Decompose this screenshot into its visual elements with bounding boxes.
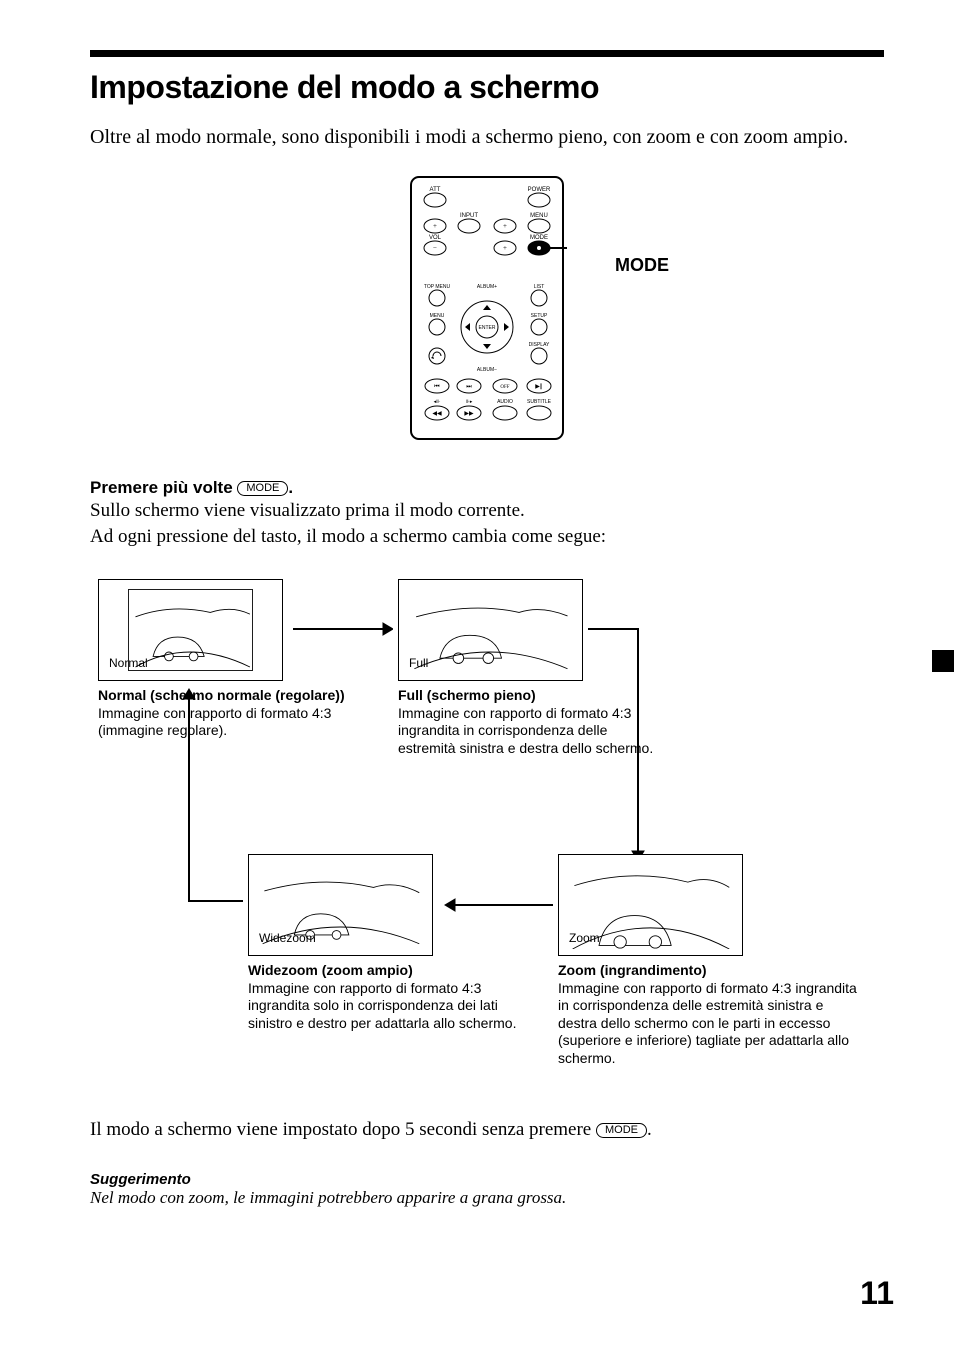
svg-text:ENTER: ENTER — [479, 325, 496, 331]
svg-text:MENU: MENU — [430, 313, 445, 319]
mode-widezoom: Widezoom Widezoom (zoom ampio) Immagine … — [248, 854, 538, 1032]
thumb-normal: Normal — [98, 579, 283, 681]
page-number: 11 — [860, 1275, 894, 1312]
caption-title-normal: Normal (schermo normale (regolare)) — [98, 687, 368, 705]
mode-callout: MODE — [615, 255, 669, 276]
caption-title-zoom: Zoom (ingrandimento) — [558, 962, 858, 980]
side-tab — [932, 650, 954, 672]
intro-text: Oltre al modo normale, sono disponibili … — [90, 124, 884, 151]
thumb-label-widezoom: Widezoom — [259, 931, 316, 945]
svg-text:ATT: ATT — [430, 187, 441, 193]
caption-body-full: Immagine con rapporto di formato 4:3 ing… — [398, 705, 668, 758]
svg-text:DISPLAY: DISPLAY — [529, 342, 550, 348]
mode-pill: MODE — [237, 481, 288, 496]
svg-text:MODE: MODE — [530, 235, 548, 241]
mode-normal: Normal Normal (schermo normale (regolare… — [98, 579, 368, 740]
instr-body-2: Ad ogni pressione del tasto, il modo a s… — [90, 524, 884, 550]
caption-body-zoom: Immagine con rapporto di formato 4:3 ing… — [558, 980, 858, 1068]
svg-text:ALBUM+: ALBUM+ — [477, 284, 497, 290]
caption-body-normal: Immagine con rapporto di formato 4:3 (im… — [98, 705, 368, 740]
thumb-label-normal: Normal — [109, 656, 148, 670]
page-title: Impostazione del modo a schermo — [90, 69, 884, 106]
mode-cycle-diagram: Normal Normal (schermo normale (regolare… — [98, 579, 884, 1109]
mode-zoom: Zoom Zoom (ingrandimento) Immagine con r… — [558, 854, 858, 1067]
svg-text:TOP MENU: TOP MENU — [424, 284, 451, 290]
svg-text:MENU: MENU — [530, 213, 548, 219]
remote-svg: ATT POWER INPUT MENU + + VOL MODE − + TO… — [407, 173, 567, 443]
svg-text:SETUP: SETUP — [531, 313, 548, 319]
svg-text:SUBTITLE: SUBTITLE — [527, 399, 552, 405]
svg-text:⏭: ⏭ — [466, 384, 472, 390]
thumb-zoom: Zoom — [558, 854, 743, 956]
svg-text:◀◀: ◀◀ — [432, 411, 442, 417]
svg-text:+: + — [503, 244, 507, 252]
instruction-block: Premere più volte MODE. Sullo schermo vi… — [90, 478, 884, 549]
mode-pill-2: MODE — [596, 1123, 647, 1138]
svg-text:INPUT: INPUT — [460, 213, 478, 219]
caption-title-full: Full (schermo pieno) — [398, 687, 668, 705]
thumb-widezoom: Widezoom — [248, 854, 433, 956]
svg-text:⏮: ⏮ — [434, 384, 440, 390]
thumb-label-full: Full — [409, 656, 428, 670]
svg-text:◂⊪: ◂⊪ — [434, 399, 441, 405]
thumb-label-zoom: Zoom — [569, 931, 600, 945]
closing-text: Il modo a schermo viene impostato dopo 5… — [90, 1119, 884, 1141]
caption-title-widezoom: Widezoom (zoom ampio) — [248, 962, 538, 980]
thumb-full: Full — [398, 579, 583, 681]
svg-text:VOL: VOL — [429, 235, 442, 241]
instr-head-suffix: . — [288, 478, 293, 497]
svg-text:−: − — [433, 244, 437, 252]
remote-figure: ATT POWER INPUT MENU + + VOL MODE − + TO… — [90, 173, 884, 443]
mode-full: Full Full (schermo pieno) Immagine con r… — [398, 579, 668, 757]
svg-text:▶▶: ▶▶ — [464, 411, 474, 417]
tip-body: Nel modo con zoom, le immagini potrebber… — [90, 1188, 884, 1208]
svg-text:▶∥: ▶∥ — [535, 383, 543, 390]
svg-text:⊪▸: ⊪▸ — [466, 399, 473, 405]
svg-text:OFF: OFF — [500, 385, 509, 390]
svg-text:AUDIO: AUDIO — [497, 399, 513, 405]
svg-text:ALBUM−: ALBUM− — [477, 367, 497, 373]
caption-body-widezoom: Immagine con rapporto di formato 4:3 ing… — [248, 980, 538, 1033]
svg-text:+: + — [503, 222, 507, 230]
svg-text:POWER: POWER — [528, 187, 551, 193]
instr-body-1: Sullo schermo viene visualizzato prima i… — [90, 498, 884, 524]
tip-heading: Suggerimento — [90, 1171, 884, 1188]
svg-text:+: + — [433, 222, 437, 230]
svg-text:LIST: LIST — [534, 284, 545, 290]
instr-head-prefix: Premere più volte — [90, 478, 237, 497]
